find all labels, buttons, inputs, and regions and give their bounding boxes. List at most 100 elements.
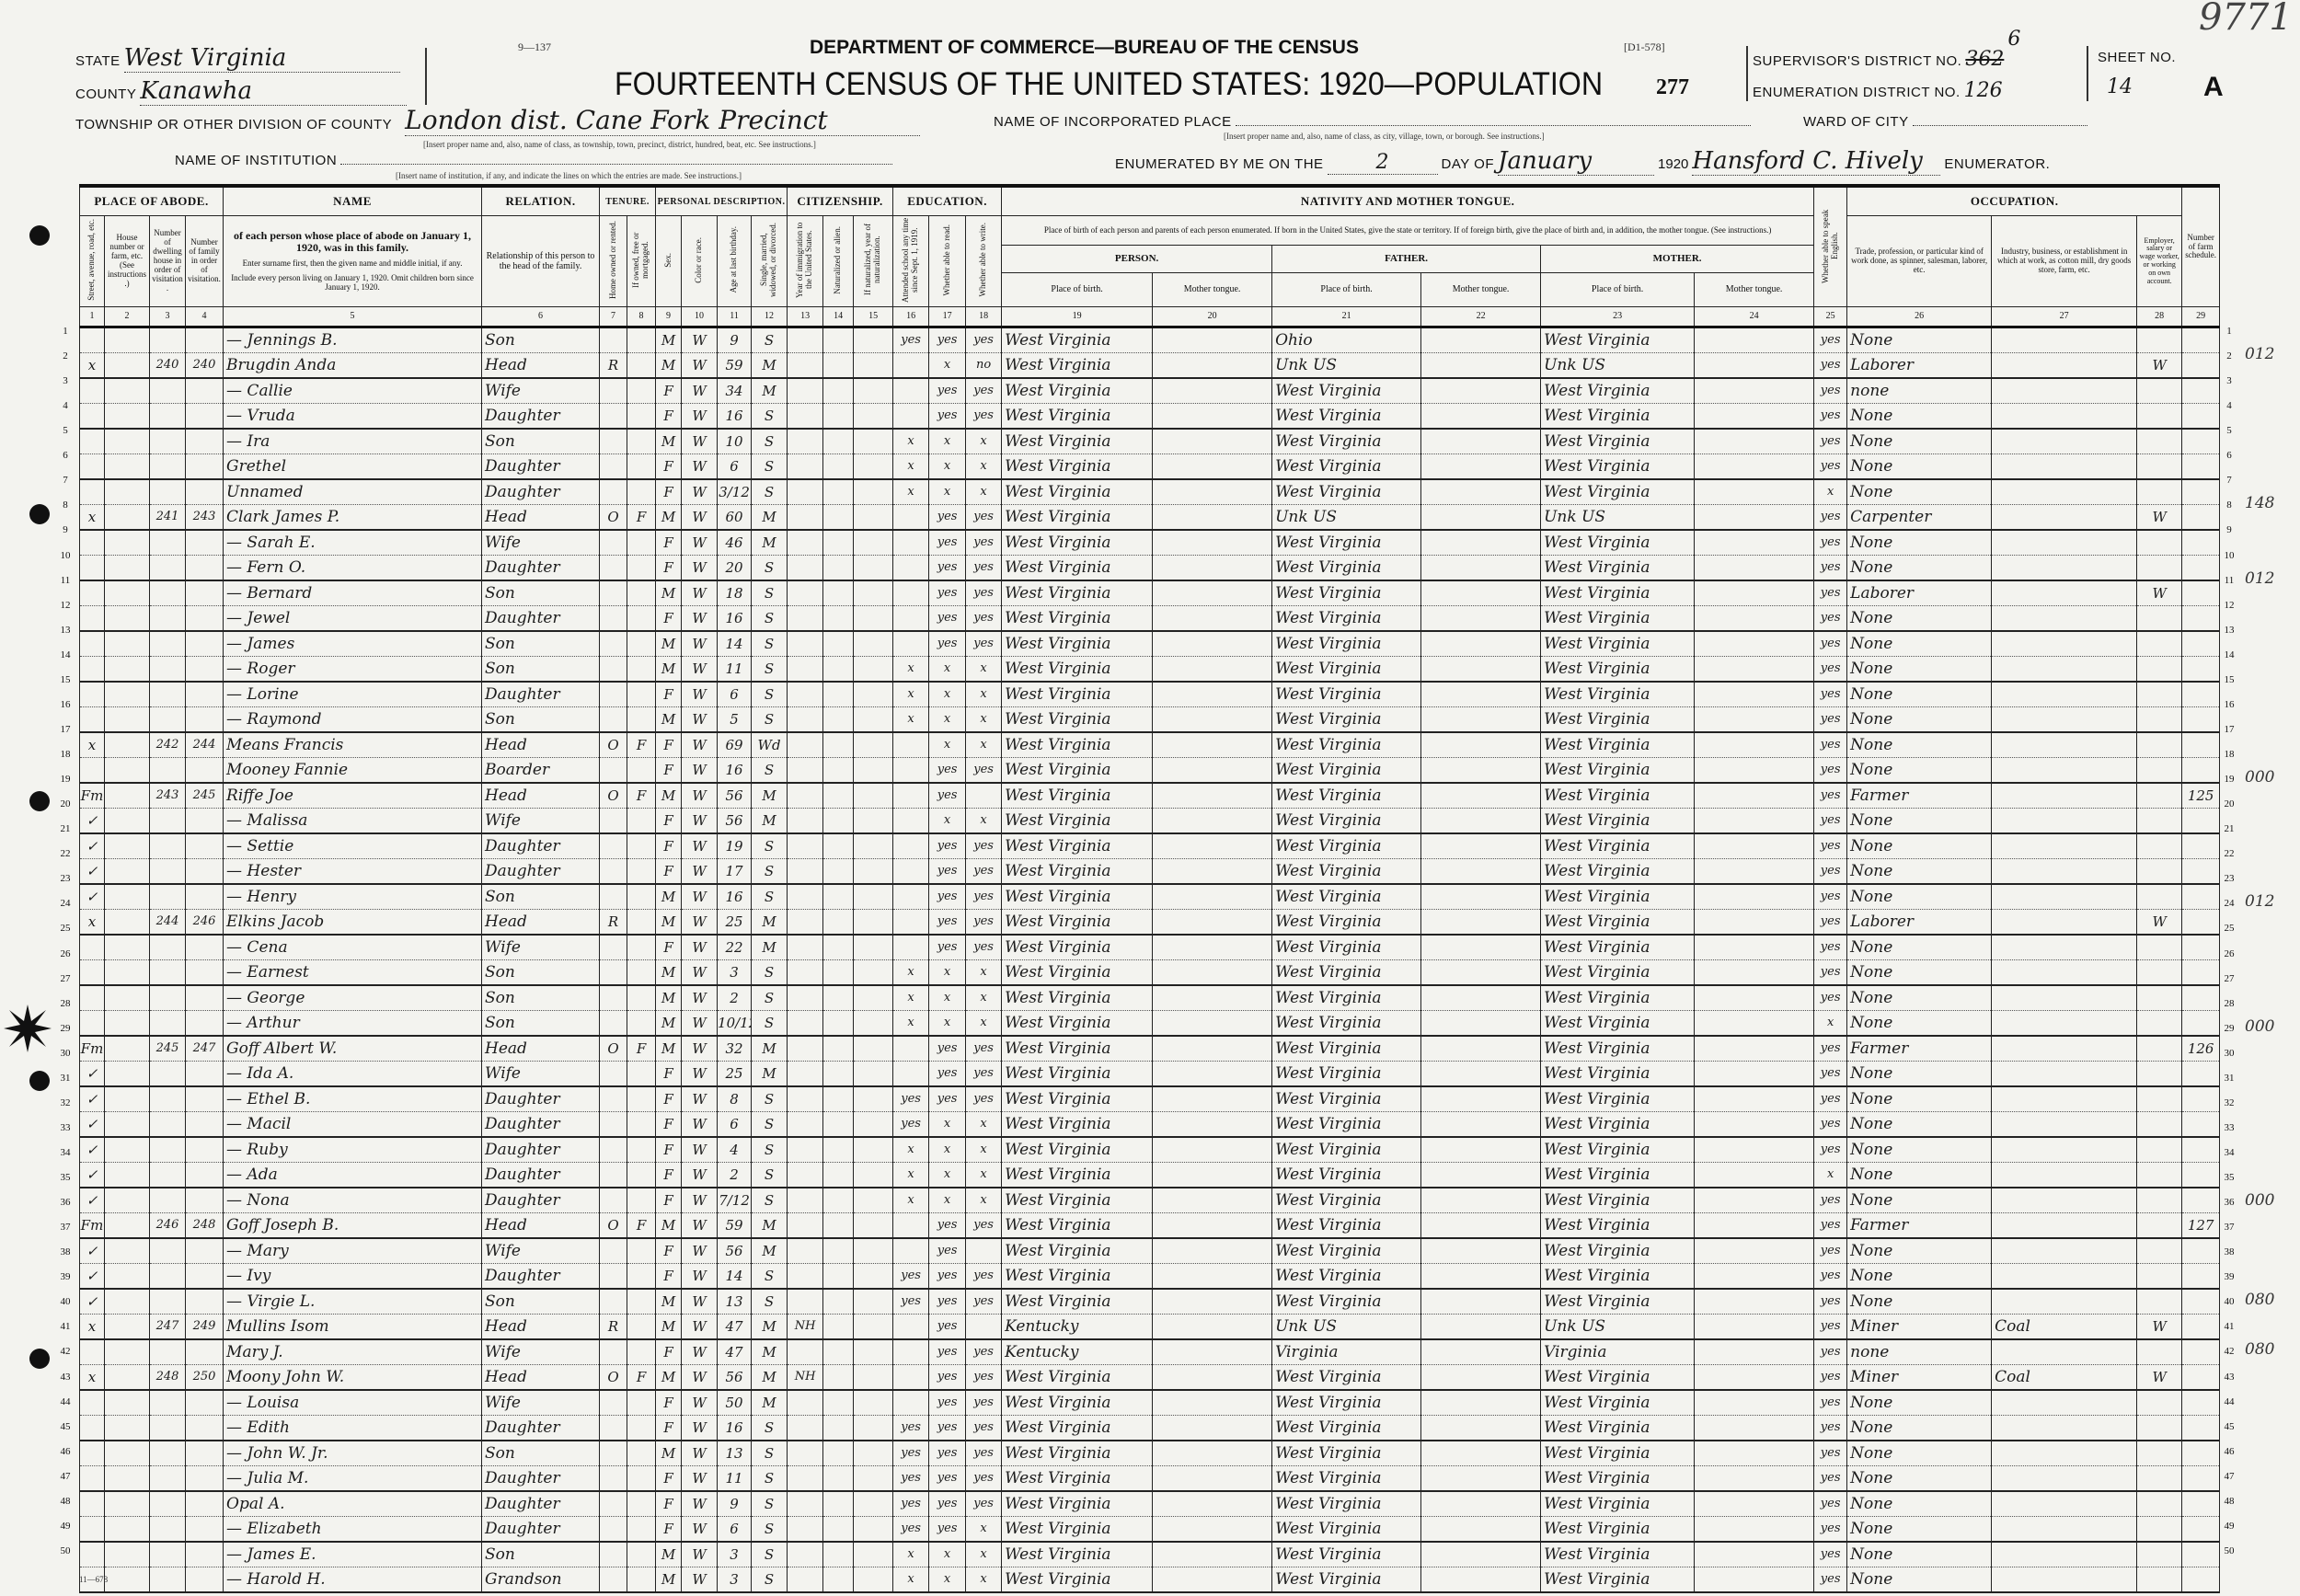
cell-fmt — [1420, 529, 1542, 556]
cell-nat — [822, 883, 855, 910]
cell-rel: Wife — [481, 1237, 601, 1264]
col17-header: Whether able to read. — [928, 215, 967, 307]
cell-immig — [787, 1440, 824, 1466]
cell-farm — [2181, 1389, 2221, 1416]
cell-nat — [822, 555, 855, 581]
cell-nat — [822, 934, 855, 960]
cell-sex: M — [655, 580, 683, 606]
cell-mmt — [1694, 1288, 1815, 1315]
father-header: FATHER. — [1271, 244, 1542, 273]
cell-owned — [627, 1085, 657, 1112]
cell-sex: F — [655, 1061, 683, 1087]
cell-farm — [2181, 377, 2221, 404]
cell-dw — [149, 1389, 186, 1416]
cell-write: yes — [965, 909, 1003, 936]
cell-write: x — [965, 1541, 1003, 1567]
cell-mpob: West Virginia — [1540, 959, 1696, 986]
cell-sch: x — [892, 478, 930, 505]
cell-ind — [1991, 1111, 2138, 1138]
cell-occ: None — [1846, 1111, 1993, 1138]
tenure-header: TENURE. — [599, 185, 657, 216]
cell-occ: Farmer — [1846, 782, 1993, 809]
cell-home: O — [599, 782, 628, 809]
cell-farm — [2181, 1440, 2221, 1466]
cell-nat — [822, 1010, 855, 1037]
cell-ind — [1991, 1516, 2138, 1543]
col1-header: Street, avenue, road, etc. — [79, 215, 105, 307]
cell-color: W — [681, 1061, 719, 1087]
cell-mpob: West Virginia — [1540, 1212, 1696, 1239]
cell-sch: x — [892, 454, 930, 480]
cell-fam — [184, 1085, 224, 1112]
cell-fpob: West Virginia — [1271, 1567, 1422, 1593]
cell-color: W — [681, 605, 719, 632]
column-number: 14 — [822, 305, 855, 327]
cell-fmt — [1420, 1516, 1542, 1543]
cell-fam — [184, 454, 224, 480]
cell-immig — [787, 580, 824, 606]
cell-mark — [79, 630, 105, 657]
cell-farm — [2181, 1111, 2221, 1138]
cell-mpob: West Virginia — [1540, 1389, 1696, 1416]
cell-mark: ✓ — [79, 1136, 105, 1163]
cell-write — [965, 1237, 1003, 1264]
cell-house — [104, 1415, 150, 1441]
cell-owned — [627, 706, 657, 733]
cell-emp: W — [2136, 1314, 2183, 1340]
cell-home — [599, 808, 628, 834]
cell-mmt — [1694, 377, 1815, 404]
cell-name: — Malissa — [223, 808, 483, 834]
cell-pmt — [1152, 1389, 1273, 1416]
cell-sch: x — [892, 1010, 930, 1037]
cell-nat — [822, 529, 855, 556]
cell-home — [599, 605, 628, 632]
cell-owned — [627, 1516, 657, 1543]
cell-owned — [627, 808, 657, 834]
cell-name: — James E. — [223, 1541, 483, 1567]
column-number: 15 — [853, 305, 894, 327]
cell-mmt — [1694, 352, 1815, 379]
cell-farm — [2181, 731, 2221, 758]
cell-mar: S — [751, 681, 788, 707]
county-label: County — [75, 86, 137, 102]
cell-mpob: West Virginia — [1540, 605, 1696, 632]
cell-home — [599, 1567, 628, 1593]
cell-mark — [79, 1010, 105, 1037]
cell-pob: West Virginia — [1001, 782, 1154, 809]
cell-dw — [149, 757, 186, 784]
cell-read: yes — [928, 1288, 967, 1315]
margin-code: 012 — [2245, 568, 2275, 588]
col26-header: Trade, profession, or particular kind of… — [1846, 215, 1993, 307]
cell-home — [599, 454, 628, 480]
cell-immig — [787, 909, 824, 936]
cell-color: W — [681, 377, 719, 404]
cell-name: — Elizabeth — [223, 1516, 483, 1543]
cell-fmt — [1420, 555, 1542, 581]
cell-occ: None — [1846, 1415, 1993, 1441]
cell-mmt — [1694, 1541, 1815, 1567]
cell-mark — [79, 1567, 105, 1593]
cell-emp — [2136, 1212, 2183, 1239]
cell-name: — Bernard — [223, 580, 483, 606]
cell-dw — [149, 656, 186, 683]
mother-pob-header: Place of birth. — [1540, 271, 1696, 307]
cell-nat — [822, 1237, 855, 1264]
cell-house — [104, 1516, 150, 1543]
cell-read: yes — [928, 1516, 967, 1543]
cell-immig — [787, 1136, 824, 1163]
cell-ind — [1991, 1187, 2138, 1213]
cell-emp: W — [2136, 580, 2183, 606]
cell-home — [599, 1490, 628, 1517]
cell-eng: x — [1813, 478, 1848, 505]
enumeration-line: Enumerated by me on the 2 day of January… — [1115, 147, 2050, 176]
cell-color: W — [681, 1010, 719, 1037]
cell-nat — [822, 1516, 855, 1543]
census-table: PLACE OF ABODE. NAME RELATION. TENURE. P… — [78, 184, 2221, 1593]
cell-immig — [787, 1567, 824, 1593]
line-number-right: 15 — [2224, 673, 2235, 685]
cell-immig — [787, 808, 824, 834]
